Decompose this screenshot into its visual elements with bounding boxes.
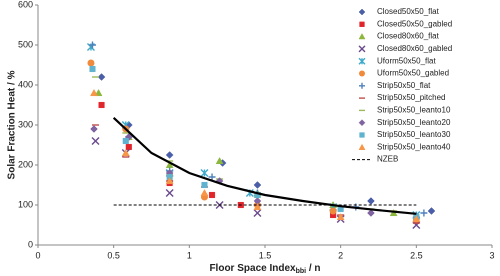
data-point (420, 209, 428, 217)
data-point (201, 181, 208, 189)
y-tick-label: 0 (28, 239, 33, 249)
legend-label: Uform50x50_gabled (377, 69, 449, 78)
x-axis-title-sub: bbi (296, 268, 307, 275)
data-point (121, 148, 130, 157)
legend-label: NZEB (377, 155, 398, 164)
legend-swatch (358, 119, 366, 127)
legend-label: Strip50x50_flat (377, 81, 431, 90)
legend-label: Strip50x50_leanto10 (377, 106, 451, 115)
x-tick-label: 2.5 (410, 250, 423, 260)
legend-swatch (359, 21, 365, 27)
y-tick-label: 400 (18, 79, 33, 89)
data-point (200, 169, 209, 177)
legend-swatch (358, 57, 366, 65)
data-point (122, 137, 129, 145)
data-point (87, 59, 95, 67)
y-tick-label: 200 (18, 159, 33, 169)
data-point (208, 191, 216, 199)
data-point (253, 209, 262, 217)
x-axis-title: Floor Space Indexbbi / n (209, 263, 320, 275)
legend-label: Closed80x60_gabled (377, 44, 452, 53)
legend-swatch (358, 8, 366, 16)
legend-label: Closed80x60_flat (377, 32, 440, 41)
legend-swatch (358, 143, 366, 150)
data-point (90, 125, 98, 133)
legend-label: Closed50x50_flat (377, 7, 440, 16)
data-point (165, 189, 174, 197)
legend-label: Uform50x50_flat (377, 56, 436, 65)
legend-label: Strip50x50_pitched (377, 93, 446, 102)
data-point (329, 207, 337, 215)
data-point (125, 143, 132, 151)
y-tick-label: 100 (18, 199, 33, 209)
data-point (89, 65, 96, 73)
legend-label: Strip50x50_leanto30 (377, 130, 451, 139)
data-point (165, 151, 174, 159)
legend-swatch (358, 45, 366, 53)
x-tick-label: 0 (35, 250, 40, 260)
x-tick-label: 3 (489, 250, 494, 260)
data-point (427, 207, 436, 215)
x-axis-title-tail: / n (306, 263, 320, 274)
data-point (253, 181, 262, 189)
legend-label: Strip50x50_leanto40 (377, 142, 451, 151)
legend-label: Closed50x50_gabled (377, 19, 452, 28)
x-tick-label: 1.5 (259, 250, 272, 260)
x-tick-label: 0.5 (107, 250, 120, 260)
data-point (165, 176, 174, 185)
data-point (367, 197, 375, 205)
y-tick-label: 600 (18, 0, 33, 9)
y-axis-title: Solar Fraction Heat / % (7, 70, 18, 179)
x-tick-label: 2 (338, 250, 343, 260)
data-point (90, 88, 98, 97)
data-point (88, 41, 96, 49)
data-point (367, 209, 375, 217)
y-tick-label: 300 (18, 119, 33, 129)
legend-label: Strip50x50_leanto20 (377, 118, 451, 127)
trend-line (112, 116, 417, 215)
legend-swatch (359, 82, 365, 89)
x-axis-title-main: Floor Space Index (209, 263, 296, 274)
data-point (253, 202, 262, 211)
data-point (336, 212, 345, 221)
data-point (208, 173, 216, 181)
data-point (215, 156, 224, 165)
data-point (98, 101, 105, 109)
x-tick-label: 1 (187, 250, 192, 260)
data-point (412, 214, 421, 223)
legend-swatch (359, 70, 365, 77)
data-point (200, 188, 209, 197)
legend-swatch (359, 132, 365, 138)
data-point (91, 137, 100, 145)
y-tick-label: 500 (18, 39, 33, 49)
data-point (97, 73, 106, 81)
legend-swatch (358, 33, 366, 40)
